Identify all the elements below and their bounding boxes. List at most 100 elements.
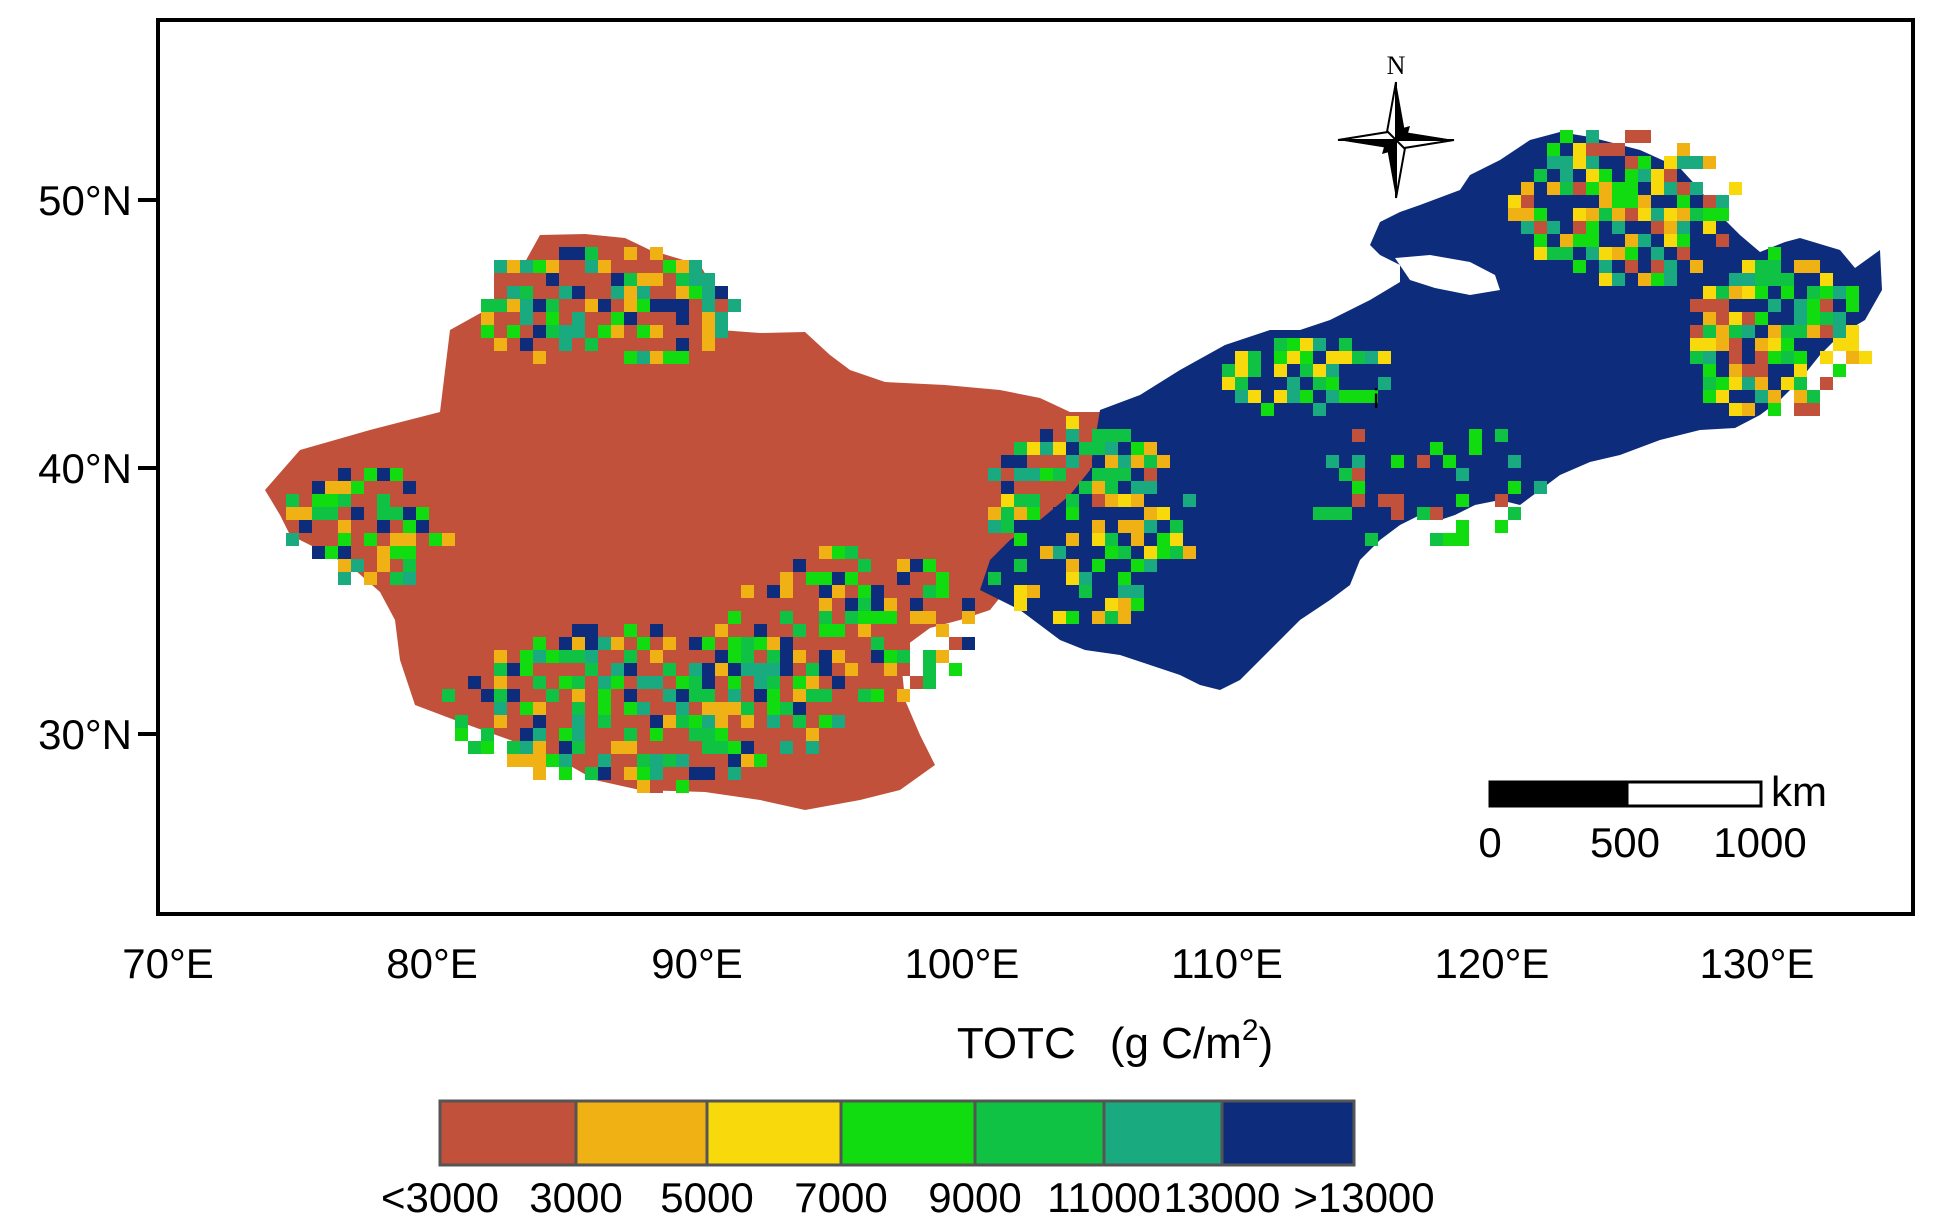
raster-cell — [1716, 299, 1729, 312]
raster-cell — [754, 676, 767, 689]
raster-cell — [1612, 247, 1625, 260]
raster-cell — [676, 299, 689, 312]
raster-cell — [806, 572, 819, 585]
raster-cell — [1274, 338, 1287, 351]
raster-cell — [1274, 351, 1287, 364]
raster-cell — [780, 702, 793, 715]
raster-cell — [1807, 286, 1820, 299]
raster-cell — [1001, 494, 1014, 507]
raster-cell — [1079, 572, 1092, 585]
raster-cell — [1157, 546, 1170, 559]
axis-title-main: TOTC — [957, 1019, 1076, 1068]
raster-cell — [1118, 546, 1131, 559]
raster-cell — [403, 559, 416, 572]
raster-cell — [663, 299, 676, 312]
raster-cell — [1131, 533, 1144, 546]
raster-cell — [1144, 455, 1157, 468]
raster-cell — [871, 689, 884, 702]
raster-cell — [1716, 195, 1729, 208]
raster-cell — [1612, 143, 1625, 156]
raster-cell — [1755, 286, 1768, 299]
raster-cell — [598, 637, 611, 650]
raster-cell — [624, 728, 637, 741]
raster-cell — [1807, 299, 1820, 312]
raster-cell — [806, 624, 819, 637]
raster-cell — [559, 260, 572, 273]
raster-cell — [1729, 325, 1742, 338]
raster-cell — [793, 624, 806, 637]
raster-cell — [676, 754, 689, 767]
legend-label-0: <3000 — [381, 1174, 499, 1217]
raster-cell — [559, 286, 572, 299]
raster-cell — [1391, 507, 1404, 520]
legend-boxes — [438, 1099, 1356, 1167]
raster-cell — [1092, 481, 1105, 494]
raster-cell — [1066, 585, 1079, 598]
raster-cell — [1352, 494, 1365, 507]
raster-cell — [819, 715, 832, 728]
raster-cell — [572, 247, 585, 260]
legend-box-6 — [1220, 1099, 1356, 1167]
raster-cell — [1079, 559, 1092, 572]
raster-cell — [1716, 390, 1729, 403]
raster-cell — [1313, 338, 1326, 351]
raster-cell — [598, 702, 611, 715]
raster-cell — [1651, 247, 1664, 260]
raster-cell — [845, 611, 858, 624]
region-west-low — [265, 234, 1165, 810]
raster-cell — [1235, 377, 1248, 390]
raster-cell — [1105, 481, 1118, 494]
raster-cell — [1716, 377, 1729, 390]
raster-cell — [897, 689, 910, 702]
raster-cell — [572, 689, 585, 702]
raster-cell — [611, 325, 624, 338]
raster-cell — [1794, 299, 1807, 312]
raster-cell — [1352, 468, 1365, 481]
raster-cell — [663, 312, 676, 325]
raster-cell — [1625, 208, 1638, 221]
raster-cell — [1833, 364, 1846, 377]
raster-cell — [1846, 286, 1859, 299]
raster-cell — [1703, 338, 1716, 351]
raster-cell — [1742, 260, 1755, 273]
raster-cell — [624, 650, 637, 663]
raster-cell — [780, 663, 793, 676]
raster-cell — [1768, 260, 1781, 273]
raster-cell — [1365, 351, 1378, 364]
raster-cell — [520, 702, 533, 715]
raster-cell — [741, 637, 754, 650]
raster-cell — [1846, 325, 1859, 338]
raster-cell — [325, 481, 338, 494]
raster-cell — [637, 273, 650, 286]
raster-cell — [1690, 260, 1703, 273]
raster-cell — [1560, 156, 1573, 169]
raster-cell — [702, 286, 715, 299]
raster-cell — [650, 286, 663, 299]
raster-cell — [676, 780, 689, 793]
raster-cell — [1131, 455, 1144, 468]
raster-cell — [546, 312, 559, 325]
raster-cell — [1378, 494, 1391, 507]
raster-cell — [1092, 533, 1105, 546]
raster-cell — [910, 611, 923, 624]
raster-cell — [1664, 234, 1677, 247]
raster-cell — [780, 741, 793, 754]
raster-cell — [1781, 351, 1794, 364]
raster-cell — [494, 676, 507, 689]
raster-cell — [1768, 351, 1781, 364]
raster-cell — [1794, 312, 1807, 325]
raster-cell — [650, 767, 663, 780]
raster-cell — [1430, 507, 1443, 520]
raster-cell — [1560, 234, 1573, 247]
raster-cell — [1781, 273, 1794, 286]
raster-cell — [1092, 442, 1105, 455]
raster-cell — [1339, 390, 1352, 403]
raster-cell — [585, 338, 598, 351]
raster-cell — [546, 754, 559, 767]
raster-cell — [533, 728, 546, 741]
raster-cell — [1638, 208, 1651, 221]
raster-cell — [611, 351, 624, 364]
raster-cell — [988, 507, 1001, 520]
legend-box-5 — [1102, 1099, 1224, 1167]
raster-cell — [689, 728, 702, 741]
